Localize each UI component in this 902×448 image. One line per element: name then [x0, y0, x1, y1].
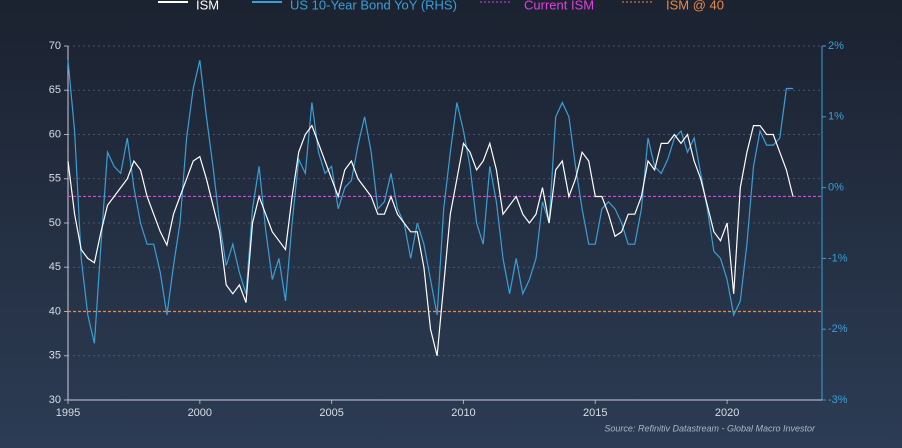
y-tick-label: 30 [49, 394, 61, 406]
y-tick-label: 55 [49, 173, 61, 185]
y-tick-label: 50 [49, 217, 61, 229]
series-line [67, 124, 794, 356]
y-tick-label: 60 [49, 128, 61, 140]
legend-label: Current ISM [524, 0, 594, 12]
y2-tick-label: 2% [828, 40, 844, 52]
x-tick-label: 1995 [56, 407, 80, 419]
legend-label: ISM [196, 0, 219, 12]
y2-tick-label: -1% [828, 252, 848, 264]
x-tick-label: 2010 [451, 407, 475, 419]
x-tick-label: 2020 [715, 407, 739, 419]
y-tick-label: 40 [49, 305, 61, 317]
y-tick-label: 35 [49, 350, 61, 362]
y-tick-label: 45 [49, 261, 61, 273]
legend-label: US 10-Year Bond YoY (RHS) [290, 0, 457, 12]
series-line [67, 60, 793, 344]
y-tick-label: 65 [49, 84, 61, 96]
y2-tick-label: -3% [828, 394, 848, 406]
x-tick-label: 2005 [319, 407, 343, 419]
source-note: Source: Refinitiv Datastream - Global Ma… [604, 423, 816, 433]
x-tick-label: 2015 [583, 407, 607, 419]
y2-tick-label: 0% [828, 182, 844, 194]
x-tick-label: 2000 [188, 407, 212, 419]
y2-tick-label: 1% [828, 111, 844, 123]
y-tick-label: 70 [49, 40, 61, 52]
legend-label: ISM @ 40 [666, 0, 724, 12]
y2-tick-label: -2% [828, 323, 848, 335]
